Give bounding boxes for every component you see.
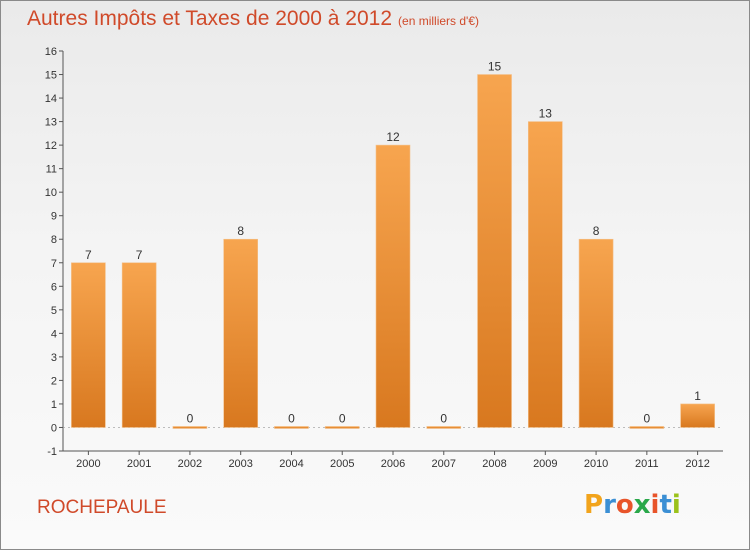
data-label: 0 xyxy=(187,411,194,425)
y-tick-label: 2 xyxy=(51,375,57,387)
bar xyxy=(172,426,208,429)
bar xyxy=(375,144,411,428)
y-tick-label: 6 xyxy=(51,281,57,293)
y-tick-label: 0 xyxy=(51,422,57,434)
logo-letter: r xyxy=(603,490,616,520)
x-tick-label: 2010 xyxy=(584,458,608,470)
data-label: 8 xyxy=(237,224,244,238)
data-label: 8 xyxy=(593,224,600,238)
bar xyxy=(528,121,563,428)
data-label: 15 xyxy=(488,60,502,74)
proxiti-logo: Proxiti xyxy=(584,490,681,520)
bar xyxy=(121,262,157,428)
bar xyxy=(477,74,512,428)
x-tick-label: 2004 xyxy=(279,458,303,470)
y-tick-label: 5 xyxy=(51,305,57,317)
y-tick-label: 12 xyxy=(45,140,57,152)
y-tick-label: -1 xyxy=(47,446,57,458)
data-label: 7 xyxy=(136,248,143,262)
y-tick-label: 7 xyxy=(51,258,57,270)
x-tick-label: 2008 xyxy=(482,458,506,470)
y-tick-label: 14 xyxy=(45,93,57,105)
bar xyxy=(223,238,258,428)
logo-letter: x xyxy=(633,490,651,520)
data-label: 13 xyxy=(539,107,553,121)
x-tick-label: 2011 xyxy=(635,458,659,470)
bar xyxy=(578,238,614,428)
x-tick-label: 2002 xyxy=(178,458,202,470)
x-tick-label: 2001 xyxy=(127,458,151,470)
place-name: ROCHEPAULE xyxy=(37,497,167,518)
y-tick-label: 3 xyxy=(51,352,57,364)
bar xyxy=(629,426,665,429)
x-tick-label: 2003 xyxy=(228,458,252,470)
y-tick-label: 13 xyxy=(45,117,57,129)
chart-unit: (en milliers d'€) xyxy=(398,14,480,28)
x-tick-label: 2006 xyxy=(381,458,405,470)
data-label: 7 xyxy=(85,248,92,262)
y-tick-label: 9 xyxy=(51,211,57,223)
logo-letter: o xyxy=(615,490,634,520)
data-label: 1 xyxy=(694,389,701,403)
data-label: 0 xyxy=(288,411,295,425)
x-tick-label: 2009 xyxy=(533,458,557,470)
bar xyxy=(426,426,462,429)
y-tick-label: 11 xyxy=(46,164,57,176)
data-label: 0 xyxy=(339,411,346,425)
y-tick-label: 16 xyxy=(45,46,57,58)
bar xyxy=(71,262,106,428)
data-label: 12 xyxy=(386,130,400,144)
x-tick-label: 2005 xyxy=(330,458,354,470)
x-tick-label: 2012 xyxy=(685,458,709,470)
data-label: 0 xyxy=(644,411,651,425)
y-tick-label: 15 xyxy=(45,70,57,82)
logo-letter: t xyxy=(659,490,672,520)
logo-letter: i xyxy=(671,490,681,520)
logo-letter: i xyxy=(650,490,660,520)
y-tick-label: 8 xyxy=(51,234,57,246)
bar xyxy=(274,426,309,429)
logo-letter: P xyxy=(584,490,604,520)
chart-title: Autres Impôts et Taxes de 2000 à 2012 (en… xyxy=(27,7,479,31)
bar xyxy=(680,403,715,428)
x-tick-label: 2000 xyxy=(76,458,100,470)
x-tick-label: 2007 xyxy=(432,458,456,470)
chart-title-text: Autres Impôts et Taxes de 2000 à 2012 xyxy=(27,7,393,30)
y-tick-label: 10 xyxy=(45,187,57,199)
y-tick-label: 4 xyxy=(51,328,57,340)
bar xyxy=(324,426,360,429)
data-label: 0 xyxy=(440,411,447,425)
y-tick-label: 1 xyxy=(51,399,57,411)
